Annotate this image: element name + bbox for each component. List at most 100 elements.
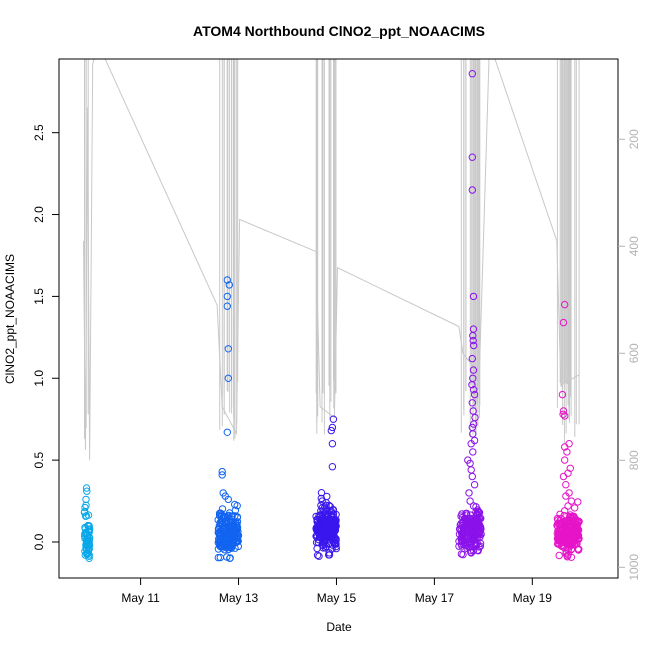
spikes-3 (460, 59, 481, 438)
data-point (468, 399, 476, 407)
data-point (233, 502, 241, 510)
data-point (474, 547, 482, 555)
data-point (466, 497, 474, 505)
plot-frame (58, 58, 619, 579)
data-point (574, 546, 583, 554)
data-point (468, 153, 476, 161)
data-point (85, 525, 94, 533)
y-tick-label: 0.5 (32, 451, 46, 468)
data-point (455, 530, 464, 538)
y-tick-label: 1.5 (32, 288, 46, 305)
data-point (470, 390, 479, 399)
data-point (327, 426, 335, 435)
y-right-tick-label: 200 (627, 129, 641, 149)
data-point (227, 539, 235, 547)
data-point (570, 522, 579, 530)
data-point (82, 484, 91, 492)
data-point (470, 386, 478, 394)
data-point (230, 526, 238, 534)
data-point (225, 281, 234, 289)
spikes-2 (315, 59, 337, 435)
data-point (469, 430, 477, 438)
data-point (218, 467, 226, 476)
data-point (469, 292, 478, 301)
data-point (315, 552, 323, 560)
series-4 (553, 300, 583, 561)
data-point (555, 551, 563, 560)
data-point (231, 518, 240, 527)
data-point (328, 463, 337, 471)
data-point (220, 546, 229, 554)
data-point (328, 423, 337, 432)
data-point (218, 505, 227, 513)
data-point (574, 498, 582, 506)
data-point (468, 381, 476, 389)
data-point (468, 70, 476, 78)
x-axis: May 11 May 13 May 15 May 17 May 19 (121, 578, 552, 605)
y-tick-label: 0.0 (32, 533, 46, 550)
y-right-tick-label: 600 (627, 343, 641, 363)
data-point (469, 535, 477, 544)
data-point (81, 525, 90, 533)
data-point (317, 489, 326, 497)
data-point (81, 503, 89, 512)
data-point (559, 472, 568, 481)
data-point (82, 512, 91, 520)
data-point (467, 440, 475, 448)
data-point (460, 536, 468, 544)
data-point (218, 525, 226, 533)
y-right-tick-label: 800 (627, 450, 641, 470)
data-point (214, 553, 223, 562)
series-1 (214, 276, 243, 562)
data-point (216, 509, 225, 517)
data-point (559, 536, 568, 544)
data-point (464, 525, 473, 533)
data-point (329, 506, 337, 514)
data-point (223, 302, 232, 310)
data-point (318, 497, 326, 505)
spikes-4 (556, 59, 580, 444)
series-3 (455, 70, 485, 559)
data-point (575, 535, 583, 543)
data-point (571, 504, 579, 512)
data-point (326, 527, 334, 535)
data-point (558, 390, 567, 399)
data-point (322, 507, 330, 515)
x-axis-label: Date (326, 620, 352, 634)
data-point (469, 336, 477, 345)
x-tick-label: May 11 (121, 591, 160, 605)
data-point (457, 550, 466, 558)
data-point (214, 525, 223, 533)
data-point (561, 518, 569, 527)
data-point (561, 443, 569, 451)
data-point (224, 495, 233, 504)
data-point (226, 527, 235, 535)
data-point (461, 515, 470, 523)
data-point (455, 542, 463, 550)
data-point (328, 545, 336, 553)
data-point (474, 530, 482, 538)
data-point (470, 420, 478, 428)
y-axis: 0.0 0.5 1.0 1.5 2.0 2.5 (32, 124, 59, 550)
data-point (327, 507, 335, 515)
data-point (574, 518, 583, 526)
data-point (469, 366, 478, 374)
x-tick-label: May 15 (317, 591, 357, 605)
spikes-1 (219, 59, 239, 441)
spikes-0 (84, 59, 89, 440)
data-point (224, 374, 233, 382)
data-point (223, 428, 232, 436)
y-right-tick-label: 1000 (627, 554, 641, 581)
data-point (322, 499, 330, 507)
data-point (223, 292, 232, 301)
data-point (320, 530, 329, 538)
data-point (561, 534, 569, 543)
chart-title: ATOM4 Northbound ClNO2_ppt_NOAACIMS (193, 23, 485, 39)
data-point (319, 517, 327, 526)
data-point (566, 526, 574, 535)
data-point (564, 502, 572, 510)
data-point (234, 528, 242, 536)
data-point (561, 523, 570, 531)
data-point (559, 318, 568, 327)
